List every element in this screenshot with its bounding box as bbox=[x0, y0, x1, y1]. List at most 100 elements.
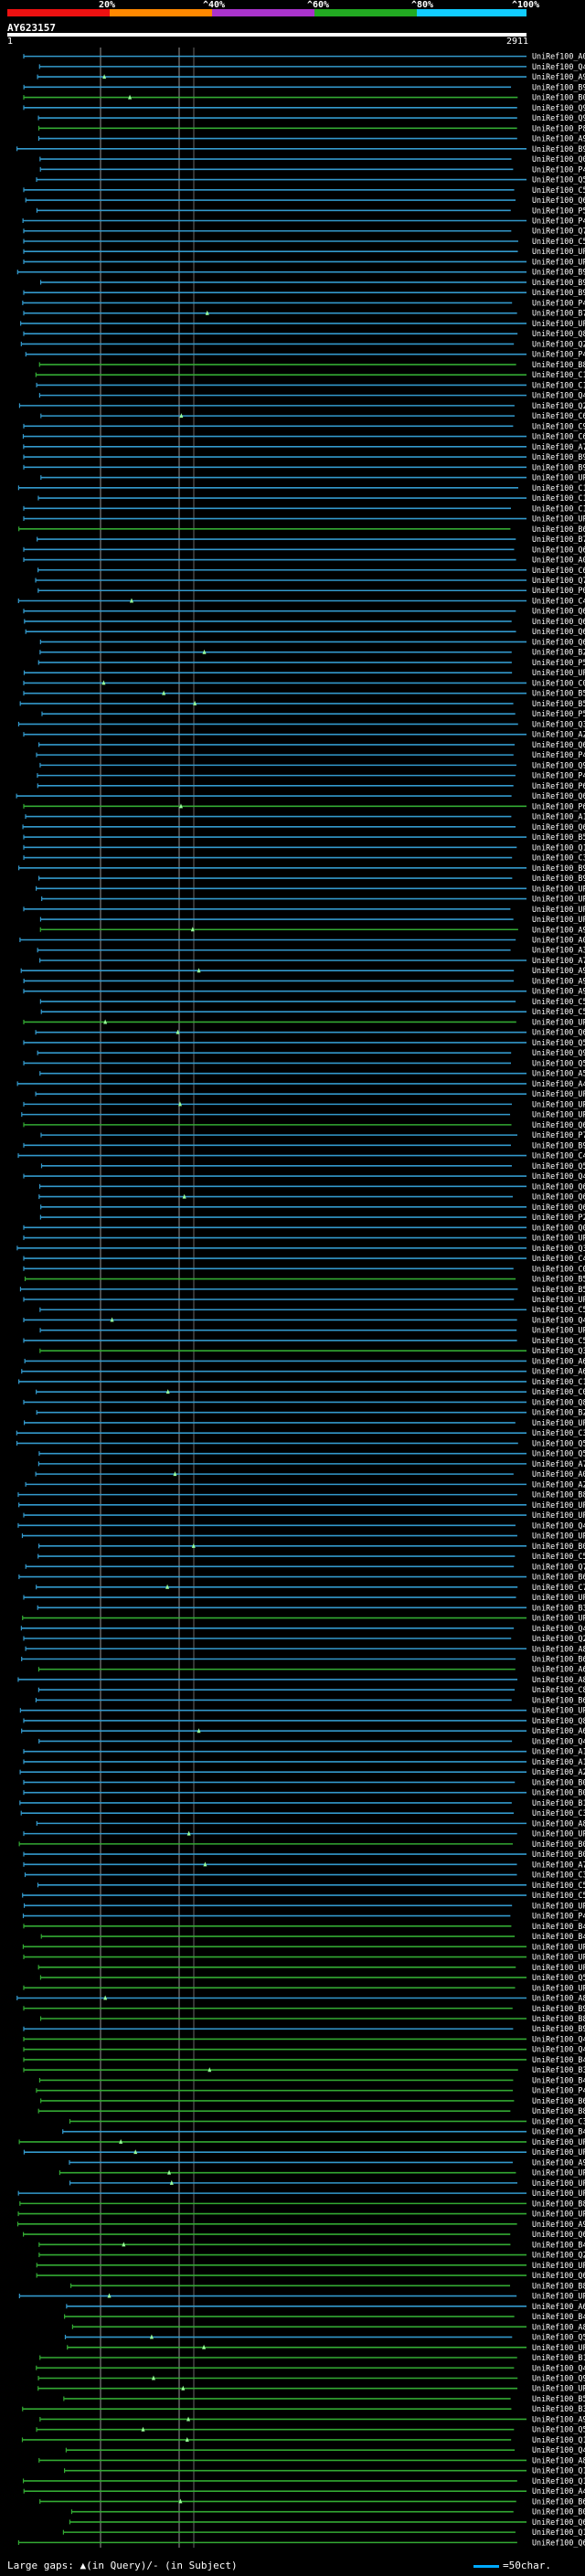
hit-label[interactable]: UniRef100_UPI000... bbox=[532, 1418, 585, 1427]
hit-label[interactable]: UniRef100_A9RCK9 bbox=[532, 987, 585, 996]
hit-label[interactable]: UniRef100_UPI000... bbox=[532, 1901, 585, 1910]
hit-label[interactable]: UniRef100_UPI000... bbox=[532, 319, 585, 328]
hit-label[interactable]: UniRef100_Q2M038 bbox=[532, 2251, 585, 2260]
hit-label[interactable]: UniRef100_UPI000... bbox=[532, 2343, 585, 2352]
hit-label[interactable]: UniRef100_B6HPS1 bbox=[532, 1695, 585, 1704]
hit-label[interactable]: UniRef100_A5DNI1 bbox=[532, 1069, 585, 1078]
hit-label[interactable]: UniRef100_Q4Q102 bbox=[532, 2034, 585, 2043]
hit-label[interactable]: UniRef100_Q6Z739 bbox=[532, 791, 585, 800]
hit-label[interactable]: UniRef100_Q6P9G9 bbox=[532, 627, 585, 636]
hit-label[interactable]: UniRef100_B8NUP9 bbox=[532, 2106, 585, 2115]
hit-label[interactable]: UniRef100_Q06U8 bbox=[532, 1223, 585, 1232]
hit-label[interactable]: UniRef100_A6UE10 bbox=[532, 1726, 585, 1735]
hit-label[interactable]: UniRef100_P47827 bbox=[532, 1912, 585, 1921]
hit-label[interactable]: UniRef100_B9W6V7 bbox=[532, 1140, 585, 1150]
hit-label[interactable]: UniRef100_B0EBF3 bbox=[532, 1788, 585, 1797]
hit-label[interactable]: UniRef100_P46300 bbox=[532, 350, 585, 359]
hit-label[interactable]: UniRef100_Q4G188 bbox=[532, 62, 585, 71]
hit-label[interactable]: UniRef100_Q5D561 bbox=[532, 1038, 585, 1047]
hit-label[interactable]: UniRef100_UPI000... bbox=[532, 2384, 585, 2393]
hit-label[interactable]: UniRef100_B7YNY3 bbox=[532, 535, 585, 544]
hit-label[interactable]: UniRef100_UPI000... bbox=[532, 1593, 585, 1602]
hit-label[interactable]: UniRef100_A1CPS5 bbox=[532, 1747, 585, 1756]
hit-label[interactable]: UniRef100_C6TNY3 bbox=[532, 411, 585, 420]
hit-label[interactable]: UniRef100_A7TGV8 bbox=[532, 442, 585, 451]
hit-label[interactable]: UniRef100_C1BEL2 bbox=[532, 504, 585, 513]
hit-label[interactable]: UniRef100_Q3M4E9 bbox=[532, 1346, 585, 1355]
hit-label[interactable]: UniRef100_B8BVX7 bbox=[532, 360, 585, 369]
hit-label[interactable]: UniRef100_UPI000... bbox=[532, 1963, 585, 1972]
hit-label[interactable]: UniRef100_Q8GS99 bbox=[532, 1716, 585, 1725]
hit-label[interactable]: UniRef100_UPI000... bbox=[532, 668, 585, 677]
hit-label[interactable]: UniRef100_P41042 bbox=[532, 2086, 585, 2095]
hit-label[interactable]: UniRef100_A8UAC7 bbox=[532, 1994, 585, 2003]
hit-label[interactable]: UniRef100_Q6G1U9 bbox=[532, 1203, 585, 1212]
hit-label[interactable]: UniRef100_Q53H16 bbox=[532, 1161, 585, 1171]
hit-label[interactable]: UniRef100_C5UEH7 bbox=[532, 1305, 585, 1314]
hit-label[interactable]: UniRef100_UPI000... bbox=[532, 1706, 585, 1715]
hit-label[interactable]: UniRef100_B2YI06 bbox=[532, 648, 585, 657]
hit-label[interactable]: UniRef100_B4ML26 bbox=[532, 2055, 585, 2064]
hit-label[interactable]: UniRef100_A8S548 bbox=[532, 1675, 585, 1684]
hit-label[interactable]: UniRef100_Q6EE79 bbox=[532, 2538, 585, 2547]
hit-label[interactable]: UniRef100_UPI000... bbox=[532, 1953, 585, 1962]
hit-label[interactable]: UniRef100_B0ENJ8 bbox=[532, 1777, 585, 1786]
hit-label[interactable]: UniRef100_C5DFR3 bbox=[532, 997, 585, 1006]
hit-label[interactable]: UniRef100_B0MMS2 bbox=[532, 1542, 585, 1551]
hit-label[interactable]: UniRef100_Q4GSR5 bbox=[532, 2363, 585, 2372]
hit-label[interactable]: UniRef100_P52BX1 bbox=[532, 206, 585, 215]
hit-label[interactable]: UniRef100_UPI000... bbox=[532, 247, 585, 256]
hit-label[interactable]: UniRef100_UPI000... bbox=[532, 2189, 585, 2198]
hit-label[interactable]: UniRef100_Q6C7J0 bbox=[532, 617, 585, 626]
query-id[interactable]: AY623157 bbox=[7, 22, 56, 34]
hit-label[interactable]: UniRef100_UPI000... bbox=[532, 905, 585, 914]
hit-label[interactable]: UniRef100_Q5RNK2 bbox=[532, 2333, 585, 2342]
hit-label[interactable]: UniRef100_P47961 bbox=[532, 771, 585, 780]
hit-label[interactable]: UniRef100_A9V6Q3 bbox=[532, 2220, 585, 2229]
hit-label[interactable]: UniRef100_UPI000... bbox=[532, 1532, 585, 1541]
hit-label[interactable]: UniRef100_UPI000... bbox=[532, 2147, 585, 2157]
hit-label[interactable]: UniRef100_B8P7G3 bbox=[532, 2199, 585, 2208]
hit-label[interactable]: UniRef100_B9N3N7 bbox=[532, 268, 585, 277]
hit-label[interactable]: UniRef100_Q8TD47 bbox=[532, 1397, 585, 1406]
hit-label[interactable]: UniRef100_UPI000... bbox=[532, 1511, 585, 1520]
hit-label[interactable]: UniRef100_Q6QU03 bbox=[532, 196, 585, 205]
hit-label[interactable]: UniRef100_B8RIB9 bbox=[532, 2014, 585, 2023]
hit-label[interactable]: UniRef100_C9E1I7 bbox=[532, 421, 585, 430]
hit-label[interactable]: UniRef100_B5DG61 bbox=[532, 832, 585, 842]
hit-label[interactable]: UniRef100_Q6CIM3 bbox=[532, 2271, 585, 2280]
hit-label[interactable]: UniRef100_Q4PMB3 bbox=[532, 1624, 585, 1633]
hit-label[interactable]: UniRef100_Q4KZB3 bbox=[532, 391, 585, 400]
hit-label[interactable]: UniRef100_Q5VWP6 bbox=[532, 1058, 585, 1067]
hit-label[interactable]: UniRef100_C0NLF3 bbox=[532, 1264, 585, 1273]
hit-label[interactable]: UniRef100_B3NEZ0 bbox=[532, 2065, 585, 2074]
hit-label[interactable]: UniRef100_B0ELF4 bbox=[532, 1839, 585, 1849]
hit-label[interactable]: UniRef100_UPI000... bbox=[532, 895, 585, 904]
hit-label[interactable]: UniRef100_C5LE12 bbox=[532, 1891, 585, 1900]
hit-label[interactable]: UniRef100_B4J050 bbox=[532, 2312, 585, 2321]
hit-label[interactable]: UniRef100_P05753 bbox=[532, 586, 585, 595]
hit-label[interactable]: UniRef100_C1BFS7 bbox=[532, 493, 585, 503]
hit-label[interactable]: UniRef100_Q6P8C4 bbox=[532, 740, 585, 749]
hit-label[interactable]: UniRef100_Q9SV34 bbox=[532, 1048, 585, 1057]
hit-label[interactable]: UniRef100_Q4N1P9 bbox=[532, 1315, 585, 1324]
hit-label[interactable]: UniRef100_P22090 bbox=[532, 1213, 585, 1222]
hit-label[interactable]: UniRef100_A2QDY5 bbox=[532, 1767, 585, 1776]
hit-label[interactable]: UniRef100_C3VZ24 bbox=[532, 853, 585, 863]
hit-label[interactable]: UniRef100_A2QDR9 bbox=[532, 1479, 585, 1489]
hit-label[interactable]: UniRef100_C4R7H1 bbox=[532, 1151, 585, 1161]
hit-label[interactable]: UniRef100_P51405 bbox=[532, 658, 585, 667]
hit-label[interactable]: UniRef100_A8NNZ1 bbox=[532, 2322, 585, 2331]
hit-label[interactable]: UniRef100_UPI000... bbox=[532, 1829, 585, 1839]
hit-label[interactable]: UniRef100_P52750 bbox=[532, 709, 585, 718]
hit-label[interactable]: UniRef100_C0HT34 bbox=[532, 678, 585, 687]
hit-label[interactable]: UniRef100_A1L247 bbox=[532, 812, 585, 822]
hit-label[interactable]: UniRef100_A9SQQ0 bbox=[532, 966, 585, 975]
hit-label[interactable]: UniRef100_B6KNV3 bbox=[532, 2496, 585, 2506]
hit-label[interactable]: UniRef100_C6TJG9 bbox=[532, 566, 585, 575]
hit-label[interactable]: UniRef100_Q6EE74 bbox=[532, 2518, 585, 2527]
hit-label[interactable]: UniRef100_B6S0E8 bbox=[532, 2096, 585, 2105]
hit-label[interactable]: UniRef100_B5D790 bbox=[532, 1285, 585, 1294]
hit-label[interactable]: UniRef100_Q9P4W9 bbox=[532, 113, 585, 122]
hit-label[interactable]: UniRef100_P62701 bbox=[532, 801, 585, 811]
